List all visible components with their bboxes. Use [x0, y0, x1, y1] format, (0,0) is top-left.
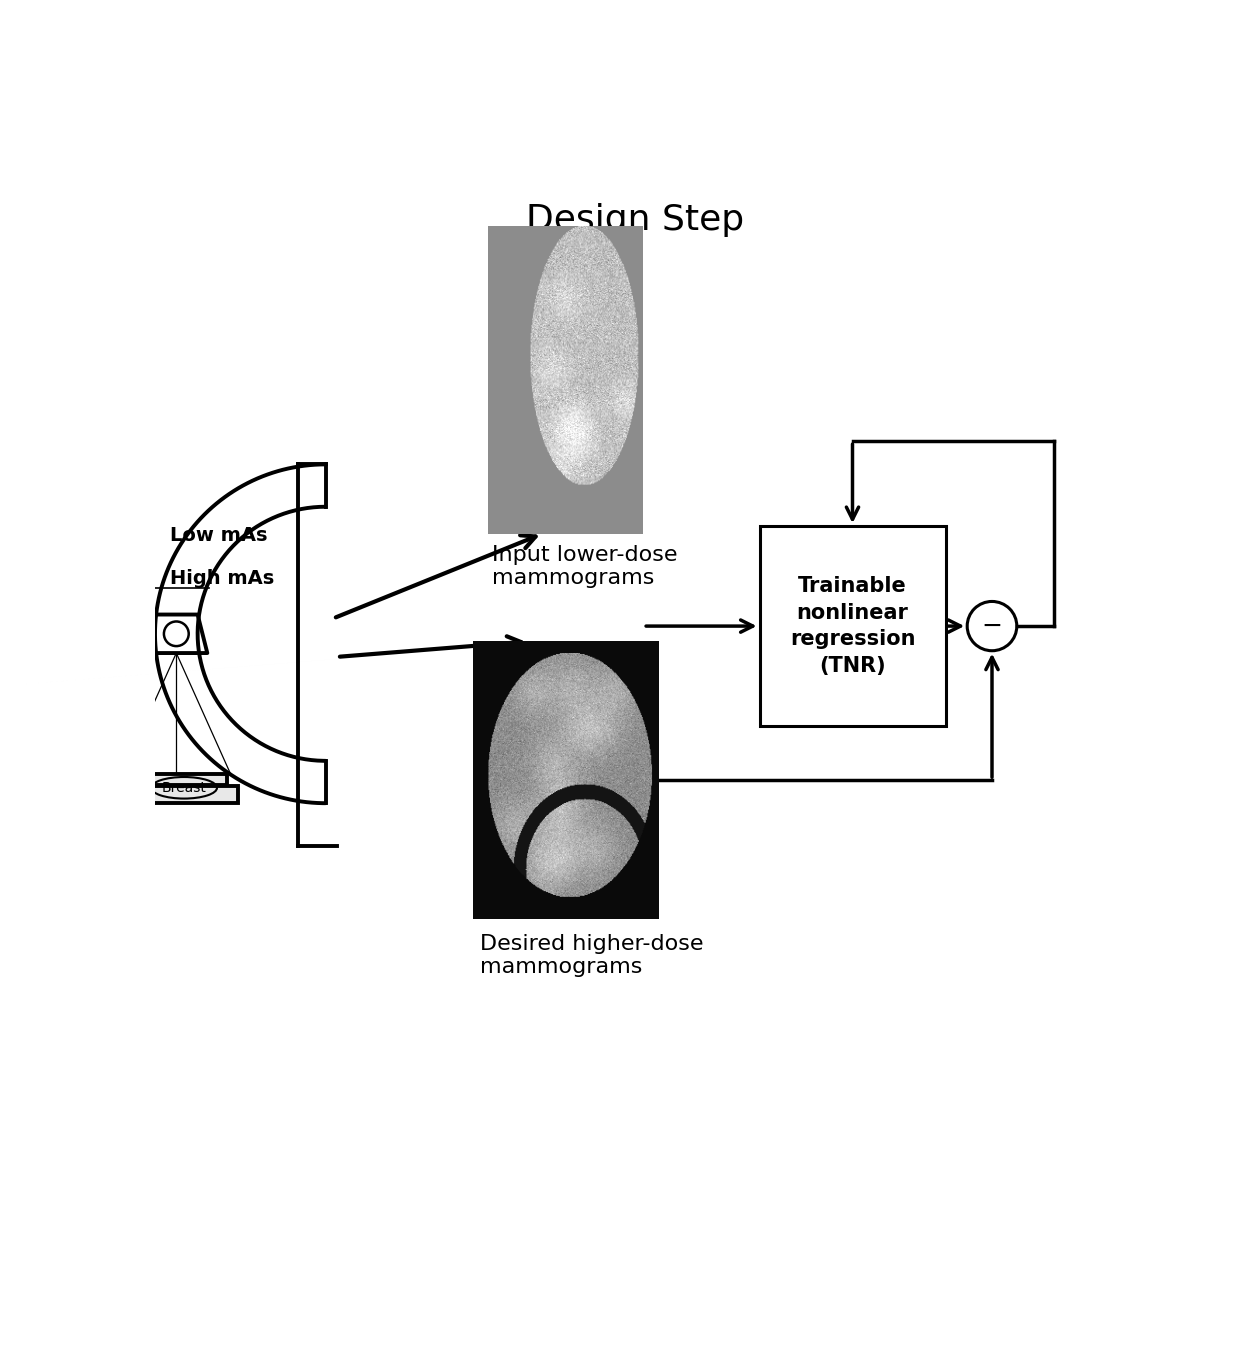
Text: Trainable
nonlinear
regression
(TNR): Trainable nonlinear regression (TNR)	[790, 577, 915, 675]
Text: Desired higher-dose
mammograms: Desired higher-dose mammograms	[480, 934, 704, 977]
Text: Breast: Breast	[161, 781, 207, 795]
Bar	[126, 774, 227, 785]
Bar	[114, 787, 238, 803]
Text: High mAs: High mAs	[171, 569, 275, 588]
Text: Design Step: Design Step	[527, 203, 744, 237]
Text: Input lower-dose
mammograms: Input lower-dose mammograms	[492, 546, 677, 588]
Bar	[759, 525, 945, 727]
Text: −: −	[982, 614, 1002, 638]
Text: Low mAs: Low mAs	[171, 527, 268, 546]
